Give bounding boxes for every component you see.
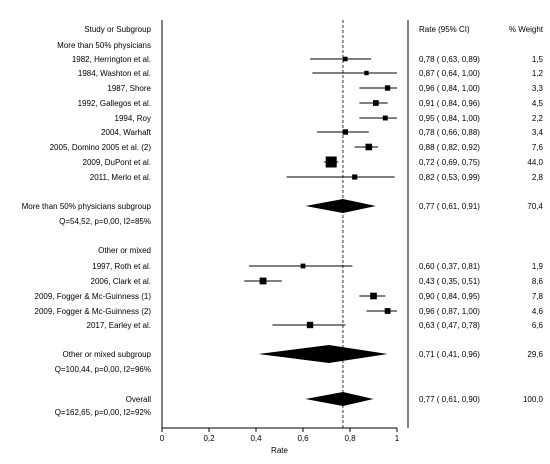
- study-rate-ci: 0,82 ( 0,53, 0,99): [419, 173, 480, 182]
- study-weight: 2,8: [532, 173, 544, 182]
- study-weight: 1,5: [532, 55, 544, 64]
- study-rate-ci: 0,63 ( 0,47, 0,78): [419, 321, 480, 330]
- x-tick-label: 0,8: [344, 434, 356, 443]
- study-marker: [384, 85, 391, 91]
- study-rate-ci: 0,78 ( 0,66, 0,88): [419, 128, 480, 137]
- study-rate-ci: 0,91 ( 0,84, 0,96): [419, 99, 480, 108]
- study-label: 1992, Gallegos et al.: [78, 99, 151, 108]
- overall-rate-ci: 0,77 ( 0,61, 0,90): [419, 395, 480, 404]
- study-marker: [384, 308, 391, 314]
- study-rate-ci: 0,96 ( 0,87, 1,00): [419, 307, 480, 316]
- study-weight: 7,6: [532, 143, 544, 152]
- overall-stat: Q=162,65, p=0,00, I2=92%: [55, 408, 151, 417]
- study-label: 1997, Roth et al.: [92, 262, 151, 271]
- study-rate-ci: 0,96 ( 0,84, 1,00): [419, 84, 480, 93]
- subgroup-other-diamond: [258, 345, 388, 363]
- group-title: More than 50% physicians: [57, 41, 151, 50]
- study-rate-ci: 0,88 ( 0,82, 0,92): [419, 143, 480, 152]
- subgroup-stat: Q=54,52, p=0,00, I2=85%: [59, 217, 151, 226]
- study-weight: 4,6: [532, 307, 544, 316]
- study-label: 2004, Warhaft: [101, 128, 152, 137]
- study-marker: [364, 70, 369, 76]
- subgroup-physicians-diamond: [305, 199, 376, 213]
- x-tick-label: 0,4: [250, 434, 262, 443]
- study-weight: 44,0: [527, 158, 543, 167]
- study-label: 2009, Fogger & Mc-Guinness (1): [35, 292, 152, 301]
- study-rate-ci: 0,95 ( 0,84, 1,00): [419, 114, 480, 123]
- subgroup-physicians-label: More than 50% physicians subgroup: [22, 202, 152, 211]
- study-rate-ci: 0,72 ( 0,69, 0,75): [419, 158, 480, 167]
- study-label: 1987, Shore: [107, 84, 151, 93]
- study-rate-ci: 0,43 ( 0,35, 0,51): [419, 277, 480, 286]
- study-weight: 3,4: [532, 128, 544, 137]
- study-rate-ci: 0,87 ( 0,64, 1,00): [419, 69, 480, 78]
- subgroup-stat: Q=100,44, p=0,00, I2=96%: [55, 365, 151, 374]
- study-marker: [372, 100, 379, 106]
- subgroup-other-weight: 29,6: [527, 350, 543, 359]
- x-tick-label: 1: [395, 434, 400, 443]
- study-weight: 4,5: [532, 99, 544, 108]
- study-weight: 3,3: [532, 84, 544, 93]
- study-marker: [370, 292, 377, 300]
- study-weight: 8,6: [532, 277, 544, 286]
- study-label: 2011, Merlo et al.: [90, 173, 151, 182]
- study-label: 2006, Clark et al.: [91, 277, 151, 286]
- subgroup-other-label: Other or mixed subgroup: [63, 350, 152, 359]
- study-label: 2017, Earley et al.: [87, 321, 151, 330]
- study-rate-ci: 0,60 ( 0,37, 0,81): [419, 262, 480, 271]
- overall-label: Overall: [126, 395, 152, 404]
- study-weight: 6,6: [532, 321, 544, 330]
- study-marker: [325, 156, 337, 168]
- study-marker: [300, 263, 306, 269]
- study-marker: [306, 321, 314, 329]
- subgroup-physicians-rate-ci: 0,77 ( 0,61, 0,91): [419, 202, 480, 211]
- overall-weight: 100,0: [523, 395, 544, 404]
- overall-diamond: [305, 392, 374, 406]
- study-marker: [259, 277, 267, 285]
- study-rate-ci: 0,90 ( 0,84, 0,95): [419, 292, 480, 301]
- subgroup-physicians-weight: 70,4: [527, 202, 543, 211]
- header-study: Study or Subgroup: [84, 25, 151, 34]
- study-weight: 2,2: [532, 114, 544, 123]
- x-axis-label: Rate: [271, 446, 288, 455]
- study-label: 2009, Fogger & Mc-Guinness (2): [35, 307, 152, 316]
- study-label: 1982, Herrington et al.: [72, 55, 151, 64]
- subgroup-other-rate-ci: 0,71 ( 0,41, 0,96): [419, 350, 480, 359]
- study-label: 2009, DuPont et al.: [83, 158, 152, 167]
- study-marker: [343, 56, 348, 62]
- study-weight: 1,2: [532, 69, 544, 78]
- study-label: 2005, Domino 2005 et al. (2): [50, 143, 152, 152]
- x-tick-label: 0,6: [297, 434, 309, 443]
- study-weight: 1,9: [532, 262, 544, 271]
- group-title: Other or mixed: [98, 246, 151, 255]
- study-marker: [365, 143, 373, 151]
- study-rate-ci: 0,78 ( 0,63, 0,89): [419, 55, 480, 64]
- header-rate-ci: Rate (95% CI): [419, 25, 470, 34]
- study-label: 1994, Roy: [115, 114, 151, 123]
- study-marker: [342, 129, 348, 135]
- study-label: 1984, Washton et al.: [78, 69, 151, 78]
- study-weight: 7,8: [532, 292, 544, 301]
- header-weight: % Weight: [509, 25, 544, 34]
- study-marker: [382, 115, 388, 121]
- study-marker: [352, 174, 358, 180]
- x-tick-label: 0,2: [203, 434, 215, 443]
- x-tick-label: 0: [160, 434, 165, 443]
